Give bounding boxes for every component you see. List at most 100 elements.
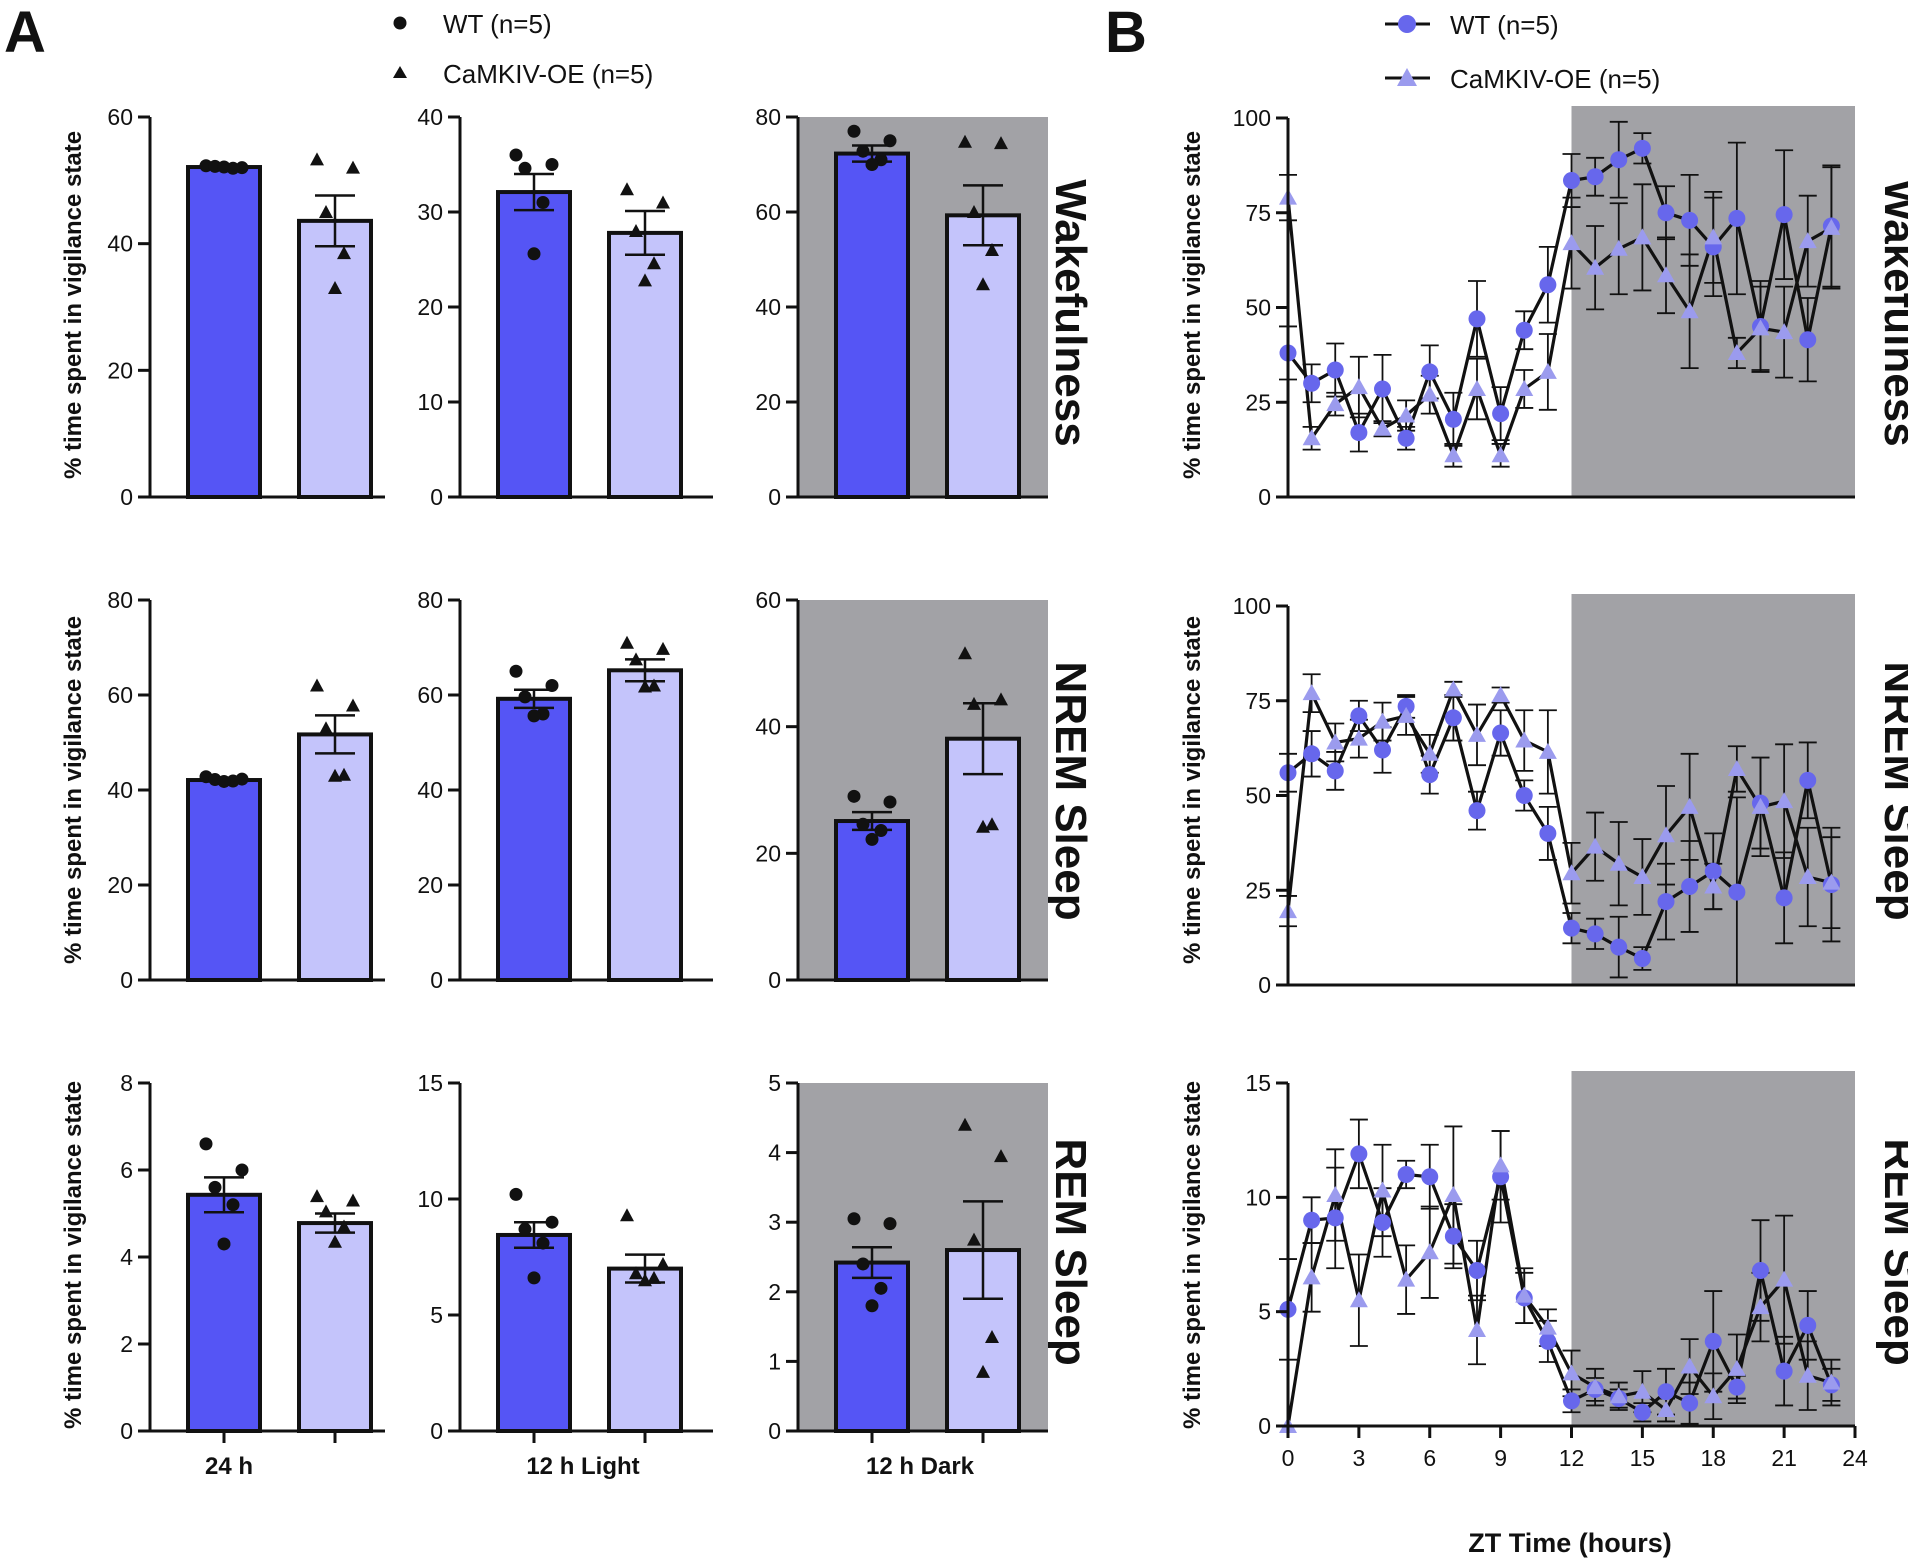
marker-wt	[1539, 1332, 1557, 1350]
marker-oe	[1657, 826, 1675, 843]
marker-wt	[1468, 802, 1486, 820]
marker-wt	[1633, 1403, 1651, 1421]
y-tick-label: 0	[430, 967, 443, 993]
marker-oe	[1420, 385, 1439, 402]
row-label-wakefulness-b: Wakefulness	[1875, 179, 1908, 446]
marker-wt	[1515, 321, 1533, 339]
y-tick-label: 25	[1245, 389, 1271, 415]
data-point-oe	[647, 678, 661, 692]
data-point-oe	[319, 205, 333, 218]
marker-wt	[1350, 424, 1368, 442]
marker-oe	[1302, 684, 1321, 701]
marker-oe	[1373, 712, 1392, 729]
y-tick-label: 80	[417, 587, 443, 613]
line-chart-1: 0 25 50 75 100	[1233, 105, 1855, 510]
bar-wt	[186, 778, 262, 983]
y-tick-label: 40	[417, 104, 443, 130]
y-tick-label: 60	[755, 587, 781, 613]
marker-oe	[1680, 1357, 1699, 1374]
data-point-wt	[856, 817, 870, 831]
marker-oe	[1775, 323, 1794, 340]
y-tick-label: 0	[1258, 484, 1271, 510]
data-point-oe	[629, 1266, 643, 1280]
y-tick-label: 40	[755, 294, 781, 320]
bar-chart-r1-c2: 0 10 20 30 40	[417, 104, 713, 510]
data-point-oe	[638, 679, 652, 693]
marker-wt	[1728, 1378, 1746, 1396]
marker-oe	[1586, 258, 1605, 275]
marker-wt	[1704, 1332, 1722, 1350]
series-line-oe	[1286, 197, 1833, 457]
marker-wt	[1468, 310, 1486, 328]
y-axis-label-b-row3: % time spent in vigilance state	[1179, 1081, 1206, 1429]
marker-wt	[1728, 883, 1746, 901]
marker-wt	[1374, 741, 1391, 759]
data-point-oe	[310, 678, 324, 692]
legend-a-wt-marker	[393, 16, 407, 30]
data-point-oe	[967, 696, 981, 710]
marker-wt	[1492, 1168, 1510, 1186]
y-tick-label: 0	[430, 1418, 443, 1444]
marker-oe	[1562, 864, 1581, 881]
marker-wt	[1586, 925, 1604, 943]
x-tick-label: 9	[1494, 1445, 1507, 1471]
marker-oe	[1798, 1366, 1817, 1383]
data-point-wt	[536, 196, 550, 209]
bar-wt	[834, 151, 910, 499]
marker-wt	[1775, 206, 1793, 224]
bar-chart-r3-c2: 0 5 10 15	[417, 1070, 713, 1444]
marker-wt	[1515, 787, 1533, 804]
marker-oe	[1538, 742, 1557, 759]
data-point-wt	[536, 1236, 550, 1250]
bar-oe	[607, 230, 683, 499]
marker-oe	[1302, 429, 1321, 446]
data-point-oe	[985, 817, 999, 831]
legend-a-oe-marker	[393, 66, 407, 78]
y-axis-label-a-row2: % time spent in vigilance state	[60, 616, 87, 964]
marker-oe	[1515, 379, 1534, 396]
marker-wt	[1704, 862, 1722, 880]
y-tick-label: 50	[1245, 295, 1271, 321]
marker-wt	[1586, 168, 1604, 186]
data-point-wt	[856, 1257, 870, 1271]
data-point-wt	[847, 124, 861, 138]
bar-wt	[496, 190, 572, 500]
y-tick-label: 5	[430, 1302, 443, 1328]
y-tick-label: 20	[417, 294, 443, 320]
data-point-oe	[958, 1117, 972, 1131]
marker-wt	[1444, 1227, 1462, 1245]
data-point-oe	[337, 767, 351, 781]
marker-wt	[1799, 1316, 1817, 1334]
marker-oe	[1657, 1400, 1675, 1417]
y-tick-label: 0	[1258, 972, 1271, 998]
marker-oe	[1586, 837, 1605, 854]
marker-oe	[1397, 706, 1416, 723]
marker-oe	[1562, 234, 1581, 251]
marker-wt	[1752, 1262, 1769, 1280]
data-point-wt	[217, 774, 231, 788]
marker-oe	[1586, 1378, 1605, 1395]
marker-wt	[1681, 211, 1699, 229]
row-label-nrem-b: NREM Sleep	[1875, 661, 1908, 920]
y-tick-label: 2	[120, 1331, 133, 1357]
marker-oe	[1633, 228, 1652, 245]
y-tick-label: 5	[768, 1070, 781, 1096]
data-point-wt	[199, 1137, 213, 1151]
marker-oe	[1468, 1320, 1486, 1337]
bar-wt	[834, 1260, 910, 1433]
marker-wt	[1468, 1262, 1486, 1280]
y-axis-label-a-row1: % time spent in vigilance state	[60, 131, 87, 479]
marker-oe	[1704, 1387, 1723, 1404]
data-point-oe	[958, 134, 972, 148]
data-point-oe	[994, 136, 1008, 150]
data-point-wt	[545, 158, 559, 171]
x-tick-label: 15	[1630, 1445, 1656, 1471]
y-tick-label: 20	[107, 872, 133, 898]
marker-wt	[1563, 919, 1580, 937]
y-axis-label-b-row2: % time spent in vigilance state	[1179, 616, 1206, 964]
y-tick-label: 15	[1245, 1070, 1271, 1096]
marker-oe	[1775, 792, 1794, 809]
bar-wt	[186, 165, 262, 500]
marker-wt	[1397, 429, 1415, 447]
x-tick-label: 0	[1282, 1445, 1295, 1471]
